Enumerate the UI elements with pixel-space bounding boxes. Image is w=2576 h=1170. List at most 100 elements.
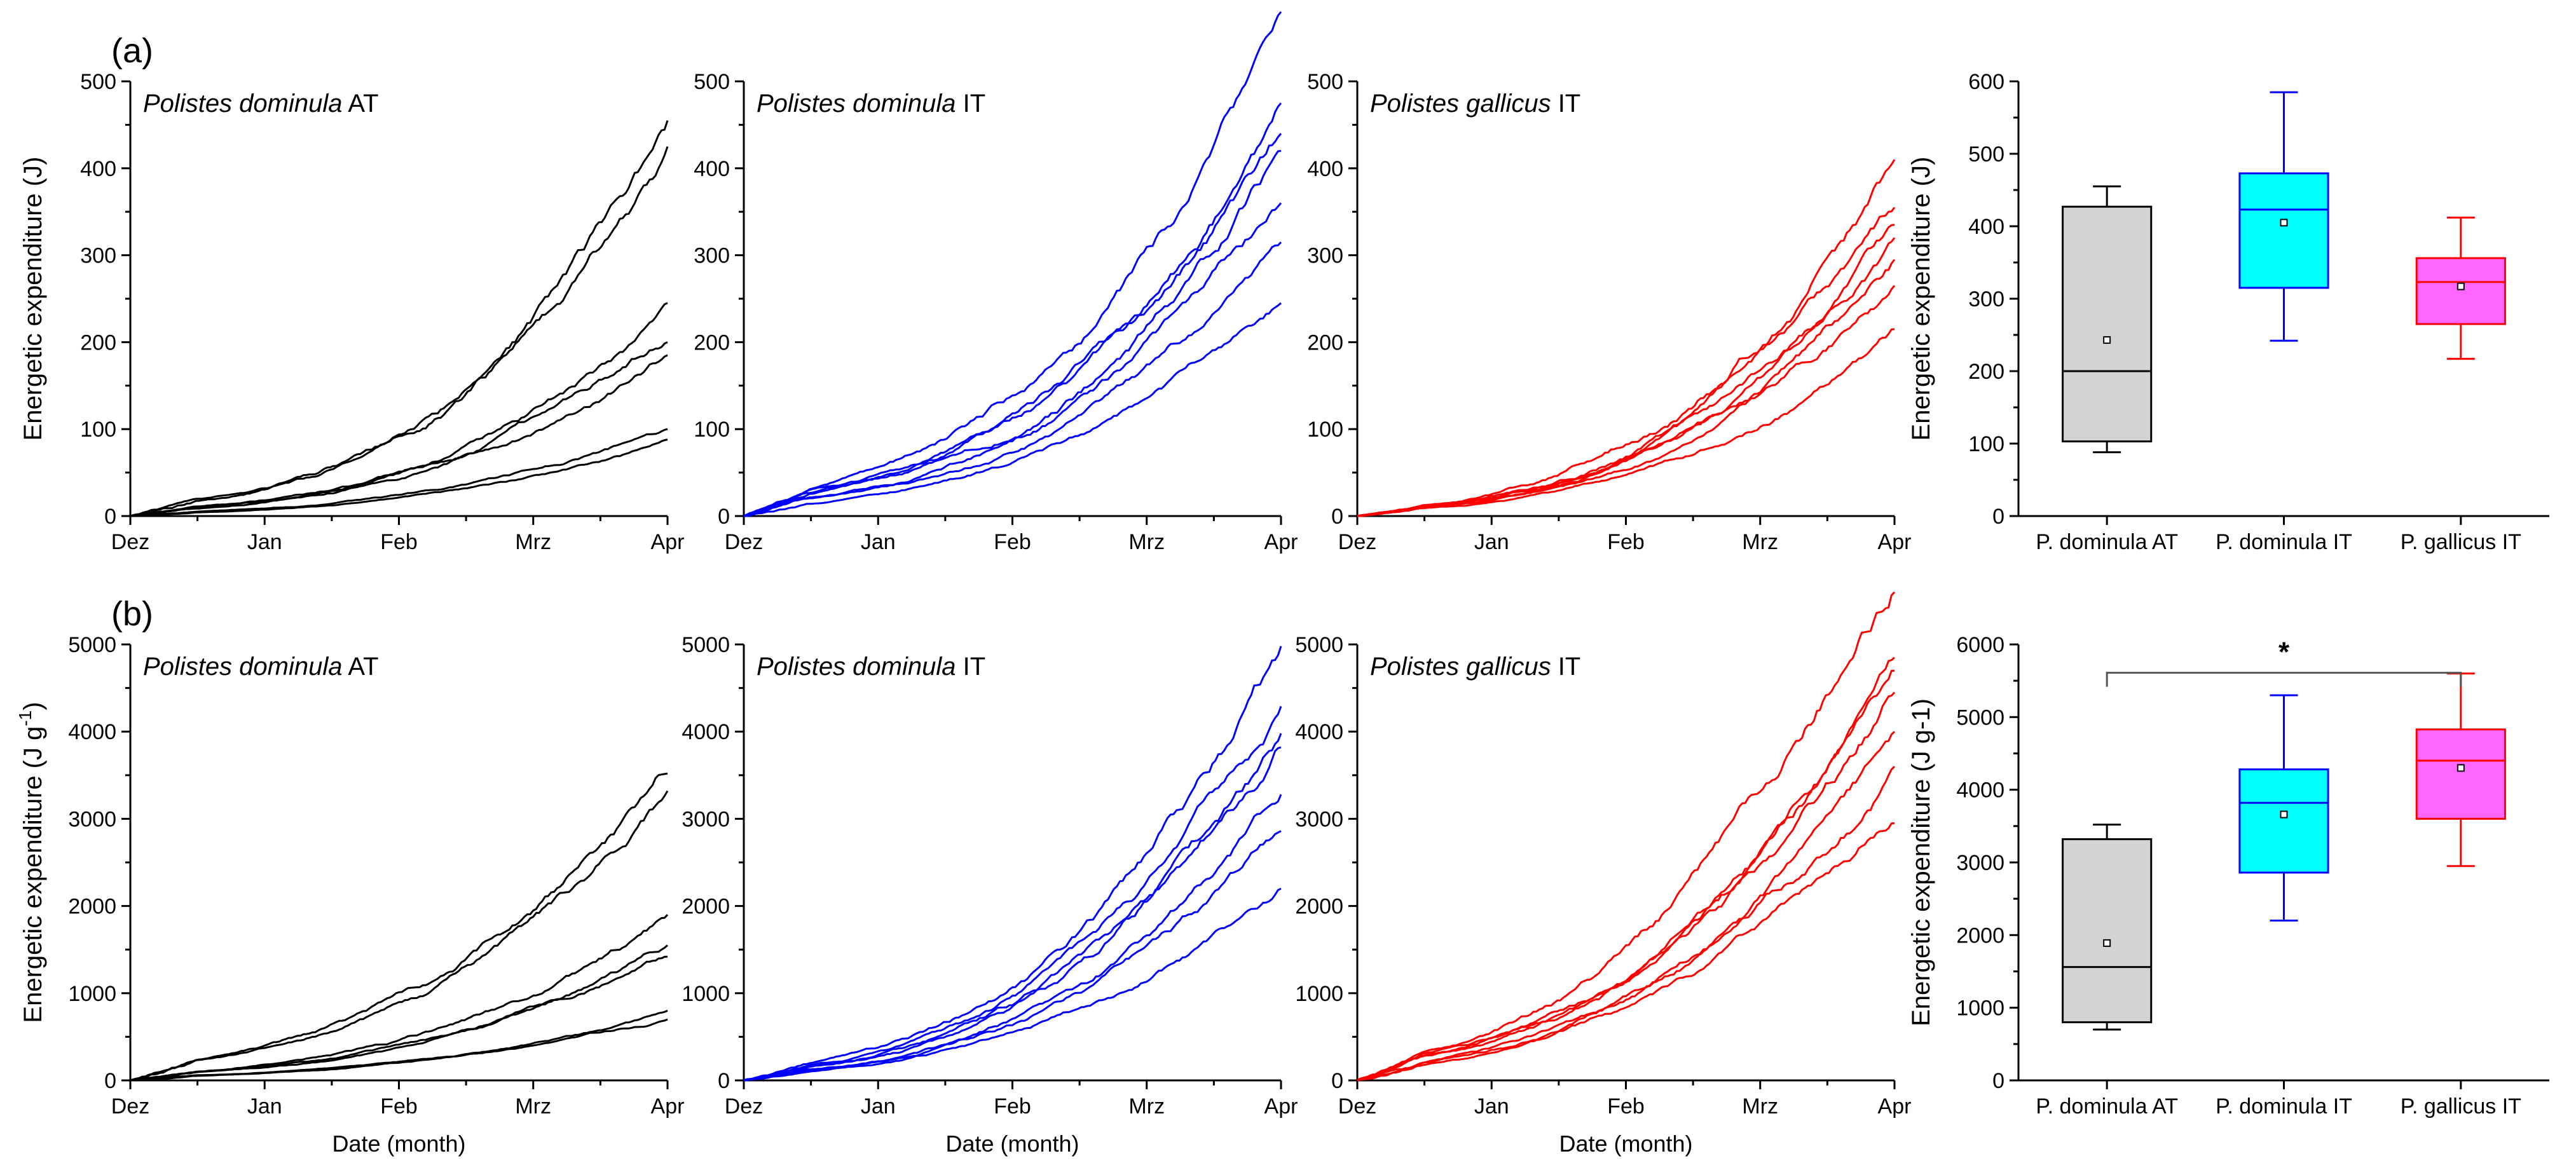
x-tick-label: Mrz — [1742, 1094, 1778, 1119]
x-tick-label: Dez — [725, 1094, 763, 1119]
y-tick-label: 4000 — [682, 720, 730, 744]
series-line — [130, 341, 668, 517]
x-tick-label: Dez — [1338, 1094, 1376, 1119]
y-tick-label: 200 — [694, 330, 730, 355]
y-tick-label: 3000 — [1295, 807, 1343, 831]
y-tick-label: 100 — [1968, 432, 2004, 456]
x-tick-label: Apr — [1264, 1094, 1298, 1119]
y-tick-label: 6000 — [1956, 633, 2004, 657]
x-tick-label: Apr — [651, 1094, 685, 1119]
x-tick-label: Feb — [380, 530, 418, 554]
y-tick-label: 300 — [1307, 244, 1343, 268]
series-line — [743, 133, 1282, 517]
y-tick-label: 500 — [80, 70, 116, 94]
box-mean-marker — [2456, 282, 2465, 290]
y-tick-label: 0 — [104, 1069, 116, 1093]
box-mean-marker — [2103, 939, 2111, 947]
significance-star: * — [2278, 637, 2290, 668]
x-tick-label: Apr — [651, 530, 685, 554]
y-tick-label: 2000 — [682, 895, 730, 919]
panel-title: Polistes dominula AT — [143, 653, 379, 681]
x-tick-label: Mrz — [1128, 530, 1165, 554]
y-tick-label: 300 — [80, 244, 116, 268]
box-mean-marker — [2103, 336, 2111, 344]
y-tick-label: 5000 — [68, 633, 116, 657]
x-tick-label: Mrz — [1128, 1094, 1165, 1119]
box-mean-marker — [2456, 764, 2465, 772]
x-tick-label: Dez — [725, 530, 763, 554]
y-tick-label: 300 — [694, 244, 730, 268]
series-line — [743, 149, 1282, 517]
series-line — [743, 705, 1282, 1082]
panel-title: Polistes dominula IT — [757, 90, 985, 118]
panel-label: (a) — [111, 32, 153, 70]
y-tick-label: 0 — [1331, 1069, 1343, 1093]
x-tick-label: P. gallicus IT — [2401, 530, 2521, 554]
y-tick-label: 400 — [1307, 157, 1343, 181]
panel-b4: 0 1000 2000 3000 4000 5000 6000 Energetic expen… — [1907, 633, 2549, 1119]
x-tick-label: P. gallicus IT — [2401, 1094, 2521, 1119]
y-tick-label: 100 — [1307, 418, 1343, 442]
y-tick-label: 400 — [1968, 215, 2004, 239]
y-tick-label: 100 — [80, 418, 116, 442]
y-tick-label: 200 — [1307, 330, 1343, 355]
y-tick-label: 400 — [694, 157, 730, 181]
y-axis-label: Energetic expenditure (J) — [19, 157, 47, 441]
series-line — [743, 302, 1282, 517]
y-tick-label: 2000 — [1295, 895, 1343, 919]
box-mean-marker — [2280, 219, 2288, 227]
series-line — [743, 746, 1282, 1082]
x-tick-label: Jan — [247, 530, 282, 554]
y-tick-label: 0 — [1992, 1069, 2004, 1093]
x-tick-label: Dez — [1338, 530, 1376, 554]
series-line — [130, 354, 668, 517]
series-line — [130, 146, 669, 517]
panel-a2: 0 100 200 300 400 500 Dez Jan Feb Mrz Apr Polistes … — [694, 11, 1298, 554]
y-tick-label: 2000 — [1956, 923, 2004, 948]
y-tick-label: 0 — [1331, 505, 1343, 529]
series-line — [743, 11, 1282, 517]
x-tick-label: Jan — [247, 1094, 282, 1119]
box-iqr — [2238, 172, 2329, 289]
x-tick-label: Dez — [111, 530, 149, 554]
y-tick-label: 3000 — [682, 807, 730, 831]
x-axis-label: Date (month) — [1559, 1131, 1692, 1157]
y-tick-label: 0 — [718, 1069, 730, 1093]
x-tick-label: P. dominula IT — [2216, 1094, 2352, 1119]
series-line — [1357, 731, 1896, 1082]
series-line — [1357, 259, 1896, 517]
y-tick-label: 4000 — [1956, 779, 2004, 803]
series-line — [1357, 766, 1896, 1082]
series-line — [1357, 285, 1896, 517]
x-tick-label: Feb — [994, 530, 1031, 554]
x-tick-label: Apr — [1878, 1094, 1912, 1119]
series-line — [743, 794, 1282, 1082]
series-line — [130, 790, 669, 1082]
y-tick-label: 500 — [694, 70, 730, 94]
panel-title: Polistes dominula IT — [757, 653, 985, 681]
series-line — [743, 241, 1282, 517]
y-tick-label: 500 — [1968, 142, 2004, 167]
panel-b1: 0 1000 2000 3000 4000 5000(b) Energetic expend… — [15, 595, 684, 1157]
x-tick-label: Mrz — [515, 530, 551, 554]
panel-b2: 0 1000 2000 3000 4000 5000 Dez Jan Feb Mrz Apr Date… — [682, 633, 1298, 1157]
y-tick-label: 600 — [1968, 70, 2004, 94]
panel-a4: 0 100 200 300 400 500 600 Energetic expenditure… — [1907, 70, 2549, 554]
x-tick-label: Feb — [1607, 530, 1645, 554]
y-tick-label: 0 — [1992, 505, 2004, 529]
panel-a1: 0 100 200 300 400 500(a) Energetic expenditure… — [19, 32, 684, 554]
series-line — [743, 887, 1282, 1082]
x-tick-label: Mrz — [1742, 530, 1778, 554]
y-tick-label: 100 — [694, 418, 730, 442]
x-tick-label: P. dominula AT — [2036, 530, 2178, 554]
panel-b3: 0 1000 2000 3000 4000 5000 Dez Jan Feb Mrz Apr Date… — [1295, 591, 1912, 1157]
series-line — [130, 302, 668, 517]
x-tick-label: P. dominula IT — [2216, 530, 2352, 554]
y-tick-label: 3000 — [68, 807, 116, 831]
y-tick-label: 5000 — [1295, 633, 1343, 657]
y-axis-label: Energetic expenditure (J g-1) — [15, 702, 47, 1023]
y-tick-label: 5000 — [682, 633, 730, 657]
series-line — [743, 830, 1282, 1082]
x-tick-label: Dez — [111, 1094, 149, 1119]
